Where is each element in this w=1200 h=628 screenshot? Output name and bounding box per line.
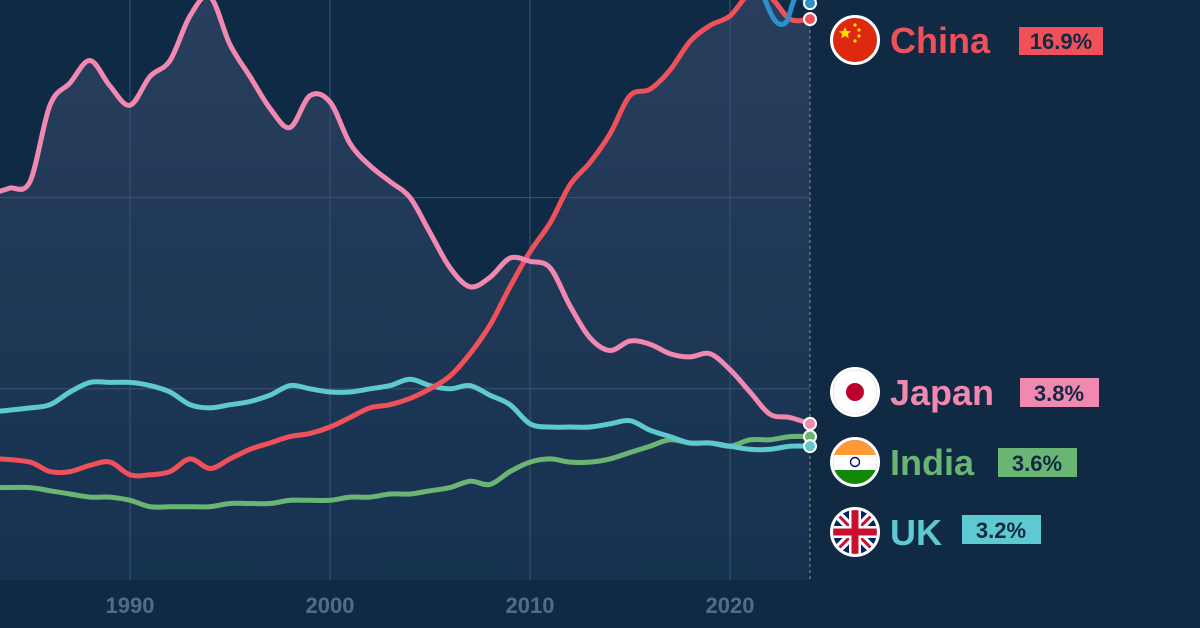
series-end-dot-us <box>803 0 817 11</box>
x-tick-label: 2010 <box>506 593 555 618</box>
x-tick-label: 1990 <box>106 593 155 618</box>
label-japan-name: Japan <box>890 372 994 413</box>
label-china-value: 16.9% <box>1030 29 1092 54</box>
label-japan-value: 3.8% <box>1034 381 1084 406</box>
japan-flag-icon <box>830 367 880 417</box>
x-tick-label: 2020 <box>706 593 755 618</box>
label-japan: Japan 3.8% <box>830 367 1099 417</box>
series-line-china <box>0 0 813 479</box>
series-end-dot-china <box>803 12 817 27</box>
series-line-us <box>762 0 813 27</box>
series-line-japan <box>0 0 813 427</box>
x-axis-ticks: 1990 2000 2010 2020 <box>106 593 755 618</box>
india-flag-icon <box>830 437 880 487</box>
label-china-badge <box>1019 27 1103 55</box>
label-china: China 16.9% <box>830 15 1103 65</box>
envelope-area <box>0 0 810 580</box>
label-india: India 3.6% <box>830 437 1077 487</box>
series-line-uk <box>0 376 813 453</box>
label-india-value: 3.6% <box>1012 451 1062 476</box>
label-uk: UK 3.2% <box>830 507 1041 557</box>
series-end-dots <box>803 0 817 454</box>
label-uk-value: 3.2% <box>976 518 1026 543</box>
x-tick-label: 2000 <box>306 593 355 618</box>
series-lines <box>0 0 813 510</box>
series-end-dot-japan <box>803 416 817 431</box>
label-uk-name: UK <box>890 512 942 553</box>
label-india-name: India <box>890 442 975 483</box>
label-india-badge <box>998 448 1077 477</box>
label-uk-badge <box>962 515 1041 544</box>
china-flag-icon <box>830 15 880 65</box>
uk-flag-icon <box>830 507 880 557</box>
label-china-name: China <box>890 20 991 61</box>
grid-lines <box>0 0 810 580</box>
label-japan-badge <box>1020 378 1099 407</box>
series-end-dot-uk <box>803 439 817 454</box>
